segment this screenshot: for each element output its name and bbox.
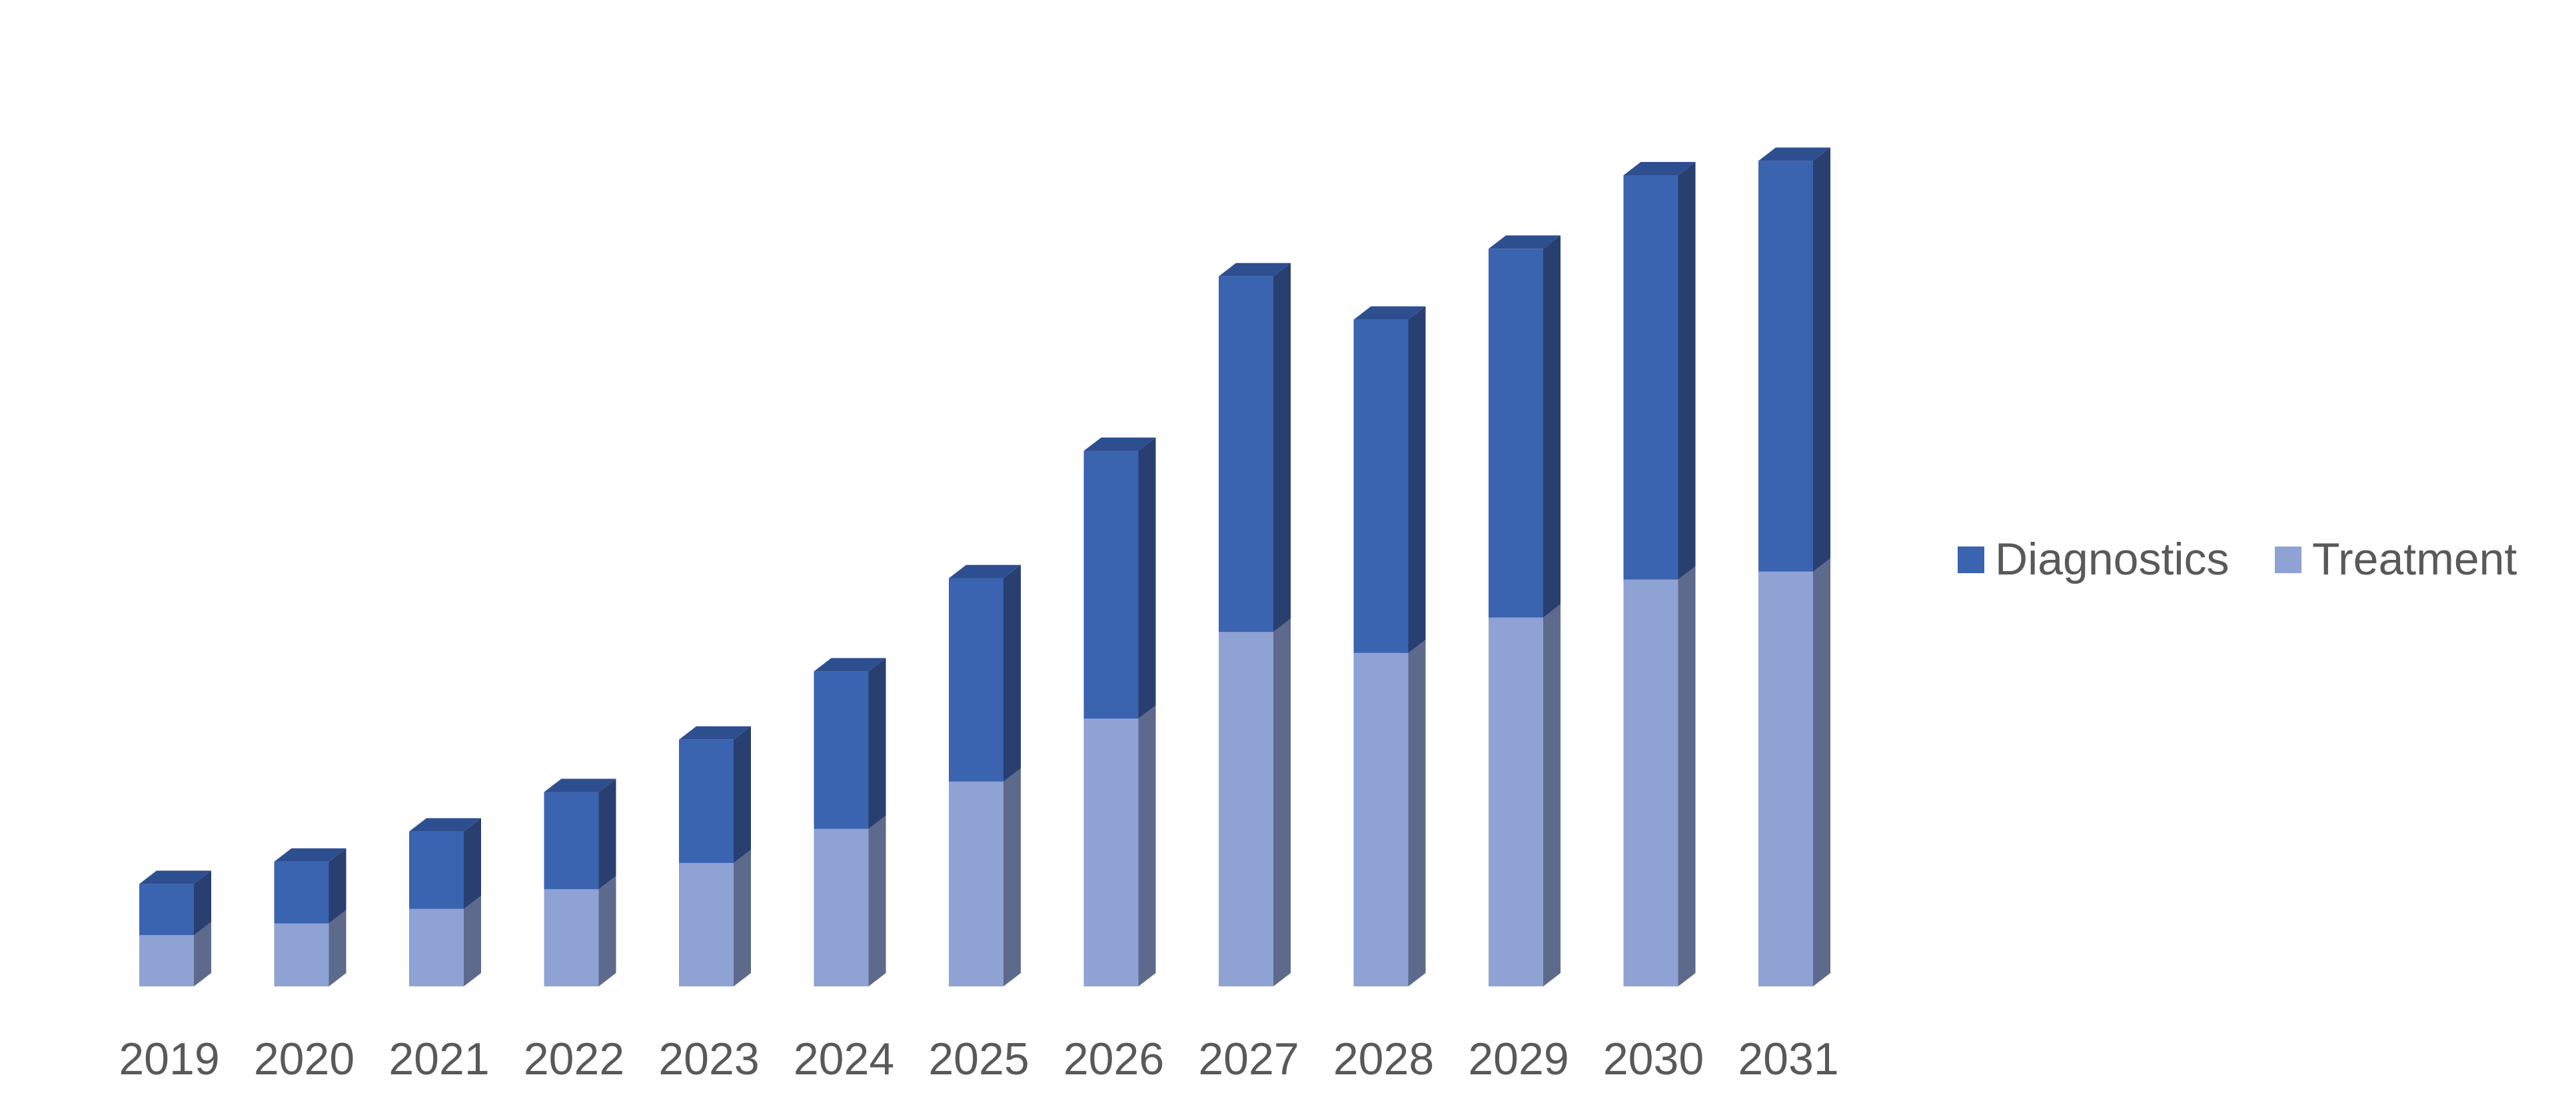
x-tick-label-2022: 2022 <box>524 1034 624 1084</box>
bar-treatment-2028 <box>1353 652 1409 986</box>
bar-side-diagnostics-2021 <box>464 818 481 909</box>
bar-side-diagnostics-2031 <box>1813 147 1830 572</box>
bar-side-diagnostics-2024 <box>868 658 886 829</box>
bar-top-diagnostics-2028 <box>1353 306 1426 320</box>
bar-side-treatment-2019 <box>194 922 211 986</box>
bar-diagnostics-2029 <box>1489 249 1543 618</box>
bar-treatment-2027 <box>1219 632 1273 986</box>
bar-top-diagnostics-2022 <box>544 778 616 792</box>
x-tick-label-2025: 2025 <box>928 1034 1029 1084</box>
bar-top-diagnostics-2029 <box>1489 235 1561 249</box>
legend-swatch-diagnostics <box>1958 547 1984 573</box>
bar-treatment-2022 <box>544 889 599 986</box>
legend-swatch-treatment <box>2275 547 2301 573</box>
bar-side-diagnostics-2026 <box>1138 437 1156 719</box>
x-tick-label-2029: 2029 <box>1468 1034 1569 1084</box>
bar-diagnostics-2019 <box>139 884 194 936</box>
x-tick-label-2031: 2031 <box>1738 1034 1838 1084</box>
bar-side-treatment-2031 <box>1813 558 1830 986</box>
x-tick-label-2026: 2026 <box>1063 1034 1164 1084</box>
bar-diagnostics-2027 <box>1219 276 1273 632</box>
bar-diagnostics-2022 <box>544 792 599 890</box>
x-tick-label-2020: 2020 <box>254 1034 354 1084</box>
legend: Diagnostics Treatment <box>1958 534 2517 584</box>
bar-treatment-2029 <box>1489 617 1543 986</box>
bar-diagnostics-2031 <box>1758 161 1813 572</box>
bar-side-diagnostics-2019 <box>194 870 211 936</box>
bar-top-diagnostics-2021 <box>409 818 481 832</box>
bar-side-treatment-2024 <box>868 815 886 986</box>
bar-side-treatment-2026 <box>1138 705 1156 986</box>
bar-top-diagnostics-2020 <box>274 848 346 862</box>
bar-side-diagnostics-2020 <box>328 848 346 924</box>
bar-treatment-2021 <box>409 908 464 986</box>
bar-side-treatment-2029 <box>1543 604 1561 986</box>
bar-treatment-2024 <box>814 828 869 986</box>
bar-treatment-2026 <box>1083 718 1139 986</box>
bar-treatment-2020 <box>274 923 329 986</box>
bar-diagnostics-2021 <box>409 831 464 909</box>
bar-top-diagnostics-2023 <box>679 726 751 740</box>
x-tick-label-2027: 2027 <box>1198 1034 1299 1084</box>
legend-label-diagnostics: Diagnostics <box>1995 534 2230 584</box>
bar-diagnostics-2026 <box>1083 451 1139 719</box>
bar-side-diagnostics-2030 <box>1678 162 1696 580</box>
bar-side-treatment-2027 <box>1273 618 1291 986</box>
bar-diagnostics-2028 <box>1353 319 1409 653</box>
bar-treatment-2023 <box>679 862 734 986</box>
legend-label-treatment: Treatment <box>2312 534 2517 584</box>
bar-side-diagnostics-2022 <box>598 778 616 890</box>
bar-side-treatment-2030 <box>1678 566 1696 986</box>
bar-side-treatment-2025 <box>1003 768 1021 986</box>
bar-treatment-2025 <box>949 781 1003 986</box>
bar-top-diagnostics-2027 <box>1219 263 1291 277</box>
bar-diagnostics-2030 <box>1623 175 1678 580</box>
x-tick-label-2021: 2021 <box>388 1034 489 1084</box>
bar-top-diagnostics-2019 <box>139 870 211 884</box>
bar-side-treatment-2020 <box>328 910 346 986</box>
bar-top-diagnostics-2024 <box>814 658 886 672</box>
bar-top-diagnostics-2031 <box>1758 147 1830 161</box>
bar-top-diagnostics-2025 <box>949 564 1021 578</box>
bar-side-diagnostics-2025 <box>1003 564 1021 782</box>
bar-diagnostics-2020 <box>274 861 329 924</box>
bar-treatment-2030 <box>1623 579 1678 986</box>
bar-top-diagnostics-2026 <box>1083 437 1156 451</box>
bar-treatment-2031 <box>1758 571 1813 986</box>
x-tick-label-2028: 2028 <box>1333 1034 1434 1084</box>
x-tick-label-2023: 2023 <box>658 1034 759 1084</box>
bar-diagnostics-2024 <box>814 671 869 829</box>
bar-side-diagnostics-2023 <box>734 726 751 863</box>
x-tick-label-2024: 2024 <box>794 1034 894 1084</box>
x-tick-label-2030: 2030 <box>1603 1034 1704 1084</box>
bar-side-diagnostics-2029 <box>1543 235 1561 618</box>
x-tick-label-2019: 2019 <box>119 1034 219 1084</box>
bar-side-diagnostics-2027 <box>1273 263 1291 632</box>
bar-side-treatment-2028 <box>1408 639 1426 986</box>
bar-side-treatment-2023 <box>734 849 751 986</box>
bar-side-treatment-2021 <box>464 895 481 986</box>
bar-top-diagnostics-2030 <box>1623 162 1696 176</box>
bar-diagnostics-2025 <box>949 578 1003 782</box>
bar-side-treatment-2022 <box>598 876 616 986</box>
bars-layer <box>139 147 1830 986</box>
x-axis-tick-labels: 2019 2020 2021 2022 2023 2024 2025 2026 2027 2028… <box>119 1034 1838 1084</box>
bar-diagnostics-2023 <box>679 739 734 863</box>
bar-side-diagnostics-2028 <box>1408 306 1426 653</box>
bar-treatment-2019 <box>139 935 194 986</box>
